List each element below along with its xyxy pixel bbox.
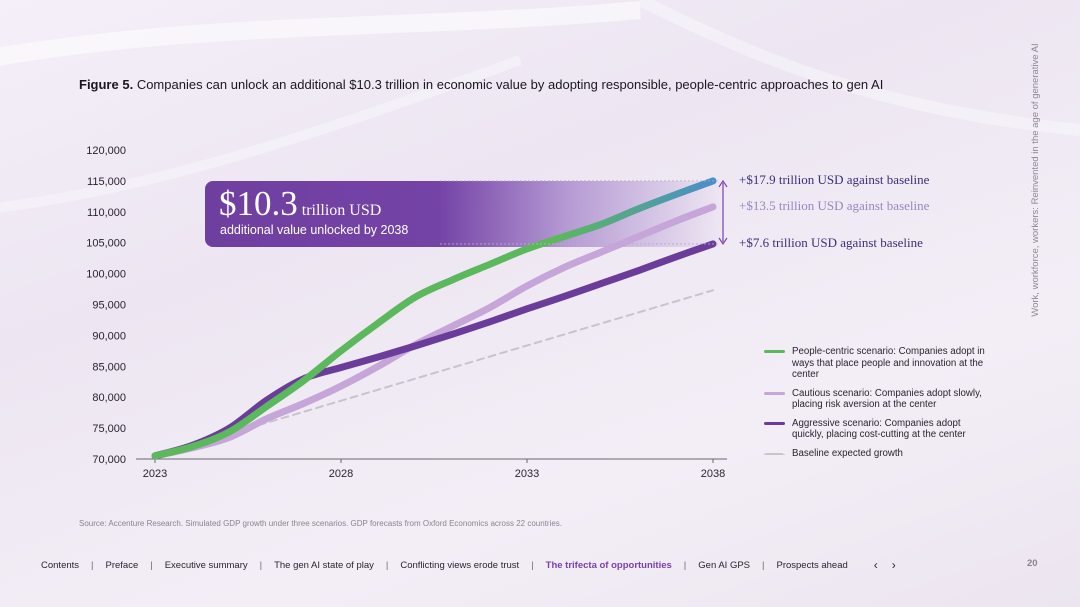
source-note: Source: Accenture Research. Simulated GD… bbox=[79, 519, 563, 528]
nav-separator: | bbox=[259, 559, 263, 571]
legend-swatch bbox=[764, 391, 785, 395]
x-tick-label: 2028 bbox=[329, 468, 353, 480]
nav-separator: | bbox=[531, 559, 534, 571]
callout-unit: trillion USD bbox=[301, 202, 382, 219]
y-tick-label: 75,000 bbox=[92, 423, 126, 435]
legend-item-people-centric: People-centric scenario: Companies adopt… bbox=[764, 346, 994, 381]
annotation-cautious: +$13.5 trillion USD against baseline bbox=[739, 197, 930, 213]
legend-label: People-centric scenario: Companies adopt… bbox=[792, 346, 985, 380]
arrow-up-icon bbox=[718, 179, 728, 188]
chart-legend: People-centric scenario: Companies adopt… bbox=[764, 346, 994, 466]
nav-state-of-play[interactable]: The gen AI state of play bbox=[274, 559, 374, 571]
nav-conflicting-views[interactable]: Conflicting views erode trust bbox=[400, 559, 520, 571]
callout-value: $10.3 trillion USD bbox=[219, 184, 381, 224]
y-tick-label: 100,000 bbox=[86, 269, 126, 281]
legend-item-cautious: Cautious scenario: Companies adopt slowl… bbox=[764, 388, 994, 411]
series-line-people bbox=[151, 177, 717, 460]
annotation-people-centric: +$17.9 trillion USD against baseline bbox=[739, 171, 930, 187]
legend-label: Aggressive scenario: Companies adopt qui… bbox=[792, 417, 966, 441]
nav-preface[interactable]: Preface bbox=[105, 559, 139, 571]
x-tick-label: 2038 bbox=[701, 468, 725, 480]
nav-prospects-ahead[interactable]: Prospects ahead bbox=[776, 559, 848, 571]
x-axis: 2023 2028 2033 2038 bbox=[136, 458, 727, 480]
y-tick-label: 90,000 bbox=[92, 330, 126, 342]
series-line-aggressive bbox=[151, 240, 717, 460]
legend-label: Cautious scenario: Companies adopt slowl… bbox=[792, 387, 982, 411]
y-tick-label: 80,000 bbox=[92, 392, 126, 404]
callout-subtitle: additional value unlocked by 2038 bbox=[220, 223, 409, 237]
nav-trifecta[interactable]: The trifecta of opportunities bbox=[545, 559, 672, 571]
y-tick-label: 85,000 bbox=[92, 361, 126, 373]
nav-separator: | bbox=[91, 559, 94, 571]
nav-executive-summary[interactable]: Executive summary bbox=[164, 559, 248, 571]
delta-brackets bbox=[440, 179, 728, 246]
nav-separator: | bbox=[385, 559, 389, 571]
footer-nav: Contents | Preface | Executive summary | Th… bbox=[41, 558, 896, 572]
nav-separator: | bbox=[762, 559, 765, 571]
arrow-down-icon bbox=[718, 237, 728, 246]
legend-item-aggressive: Aggressive scenario: Companies adopt qui… bbox=[764, 418, 994, 441]
prev-page-icon[interactable]: ‹ bbox=[873, 558, 878, 572]
legend-label: Baseline expected growth bbox=[792, 447, 903, 459]
figure-title: Figure 5. Companies can unlock an additi… bbox=[79, 77, 883, 92]
next-page-icon[interactable]: › bbox=[891, 558, 896, 572]
nav-contents[interactable]: Contents bbox=[41, 559, 80, 571]
legend-swatch bbox=[764, 421, 785, 425]
x-tick-label: 2033 bbox=[515, 468, 539, 480]
nav-separator: | bbox=[150, 559, 153, 571]
page-number: 20 bbox=[1027, 558, 1038, 569]
callout-number: $10.3 bbox=[219, 184, 298, 223]
nav-separator: | bbox=[683, 559, 687, 571]
y-axis: 70,000 75,000 80,000 85,000 90,000 95,000 100,… bbox=[86, 145, 126, 466]
y-tick-label: 110,000 bbox=[87, 207, 126, 219]
figure-title-text: Companies can unlock an additional $10.3… bbox=[136, 77, 884, 92]
legend-swatch bbox=[764, 452, 785, 455]
figure-label: Figure 5. bbox=[79, 77, 134, 92]
legend-swatch bbox=[764, 350, 785, 353]
y-tick-label: 70,000 bbox=[92, 454, 126, 466]
legend-item-baseline: Baseline expected growth bbox=[764, 448, 994, 460]
x-tick-label: 2023 bbox=[143, 468, 167, 480]
y-tick-label: 95,000 bbox=[92, 300, 126, 312]
y-tick-label: 120,000 bbox=[86, 145, 126, 157]
annotation-aggressive: +$7.6 trillion USD against baseline bbox=[739, 234, 923, 250]
nav-gen-ai-gps[interactable]: Gen AI GPS bbox=[698, 559, 751, 571]
y-tick-label: 105,000 bbox=[86, 238, 126, 250]
y-tick-label: 115,000 bbox=[87, 176, 126, 188]
